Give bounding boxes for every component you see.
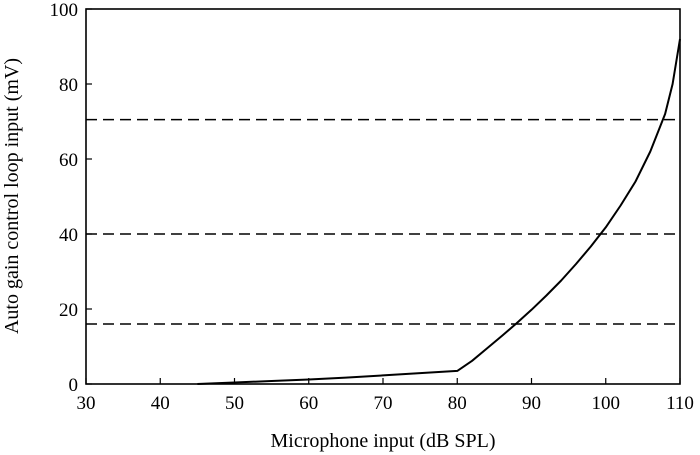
y-axis-label: Auto gain control loop input (mV) (1, 58, 23, 334)
x-axis-label: Microphone input (dB SPL) (271, 430, 496, 452)
x-tick-label: 50 (225, 393, 244, 414)
reference-lines (86, 118, 680, 325)
y-tick-label: 40 (59, 225, 78, 246)
x-tick-label: 40 (151, 393, 170, 414)
x-tick-label: 30 (77, 393, 96, 414)
plot-frame (85, 8, 681, 385)
x-tick-label: 110 (666, 393, 694, 414)
y-tick-label: 80 (59, 75, 78, 96)
y-axis-ticks: 0 20 40 60 80 100 (50, 0, 92, 396)
x-tick-label: 70 (374, 393, 393, 414)
x-tick-label: 80 (448, 393, 467, 414)
x-tick-label: 90 (522, 393, 541, 414)
y-tick-label: 60 (59, 150, 78, 171)
y-tick-label: 0 (69, 375, 79, 396)
series-layer (197, 38, 681, 385)
x-axis-ticks: 30 40 50 60 70 80 90 100 110 (77, 378, 694, 414)
x-tick-label: 60 (299, 393, 318, 414)
series-line (197, 38, 681, 385)
y-tick-label: 100 (50, 0, 79, 21)
x-tick-label: 100 (592, 393, 621, 414)
y-tick-label: 20 (59, 300, 78, 321)
